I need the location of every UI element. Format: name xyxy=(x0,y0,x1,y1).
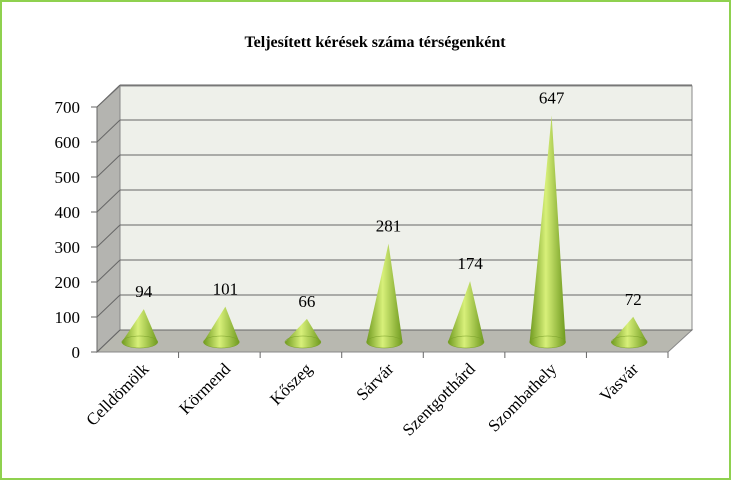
cone-part xyxy=(366,243,403,348)
data-label: 647 xyxy=(539,89,565,108)
grid-line xyxy=(96,189,121,213)
data-label: 281 xyxy=(376,217,402,236)
grid-line xyxy=(96,259,121,283)
side-wall xyxy=(96,84,121,354)
grid-line xyxy=(96,224,121,248)
y-tick-label: 500 xyxy=(55,168,81,187)
cone-part xyxy=(203,306,240,348)
cone-part xyxy=(284,335,322,349)
y-tick-label: 0 xyxy=(72,343,81,362)
cone-part xyxy=(610,335,648,349)
cone xyxy=(284,318,322,349)
y-tick-label: 300 xyxy=(55,238,81,257)
y-tick-label: 700 xyxy=(55,98,81,117)
data-label: 101 xyxy=(213,280,239,299)
cone-part xyxy=(284,318,321,348)
cone xyxy=(366,243,403,349)
cone xyxy=(121,309,159,349)
y-tick-label: 100 xyxy=(55,308,81,327)
grid-line xyxy=(96,119,121,143)
data-label: 72 xyxy=(625,290,642,309)
cone-part xyxy=(529,115,566,348)
grid-line xyxy=(96,154,121,178)
data-label: 174 xyxy=(457,254,483,273)
y-tick-label: 400 xyxy=(55,203,81,222)
grid-line xyxy=(96,294,121,318)
back-wall xyxy=(119,85,693,331)
y-tick-label: 600 xyxy=(55,133,81,152)
cone-part xyxy=(121,335,159,349)
data-label: 66 xyxy=(298,292,315,311)
cone xyxy=(447,281,485,349)
grid-line xyxy=(96,329,121,353)
y-tick-label: 200 xyxy=(55,273,81,292)
cone-part xyxy=(448,281,485,348)
cone xyxy=(203,306,240,349)
cone-part xyxy=(529,335,566,349)
data-label: 94 xyxy=(135,282,153,301)
cone-part xyxy=(203,335,240,349)
cone-part xyxy=(447,335,485,349)
cone-part xyxy=(121,309,158,348)
cone-part xyxy=(611,316,648,348)
chart-title: Teljesített kérések száma térségenként xyxy=(244,34,506,51)
cone-part xyxy=(366,335,403,349)
cone xyxy=(610,316,648,349)
cone xyxy=(529,115,566,349)
grid-line xyxy=(96,84,121,108)
